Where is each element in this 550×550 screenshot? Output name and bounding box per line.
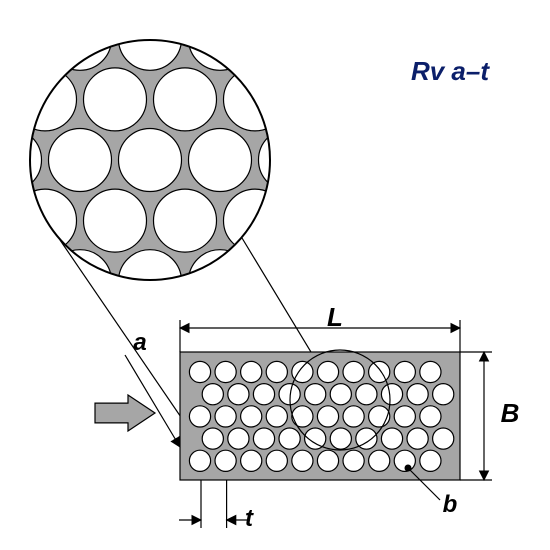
dim-B-label: B [501,398,520,428]
dim-t-label: t [245,505,254,532]
magnifier [0,7,427,312]
direction-arrow-icon [95,395,155,431]
dim-b-label: b [443,491,458,518]
title-text: Rv a–t [411,56,490,86]
dim-a-label: a [133,329,146,356]
dim-L-label: L [327,302,343,332]
